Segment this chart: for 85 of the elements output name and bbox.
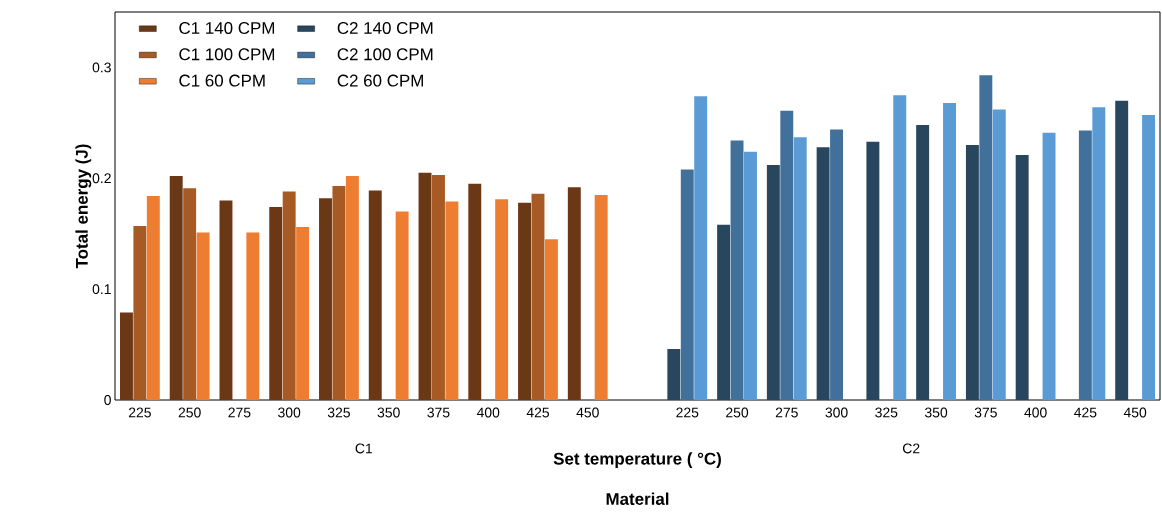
x-tick-label: 450	[1123, 407, 1147, 418]
bar	[169, 176, 183, 400]
bar	[567, 187, 581, 400]
x-tick-label: 275	[775, 407, 798, 418]
bar	[531, 193, 545, 400]
bar	[1015, 155, 1029, 400]
legend-label: C1 100 CPM	[179, 48, 275, 61]
bar	[965, 145, 979, 400]
y-tick-label: 0.2	[92, 173, 111, 184]
bar	[730, 140, 744, 400]
x-tick-label: 375	[427, 407, 450, 418]
x-tick-label: 225	[128, 407, 151, 418]
bar	[1042, 132, 1056, 400]
text: C2	[902, 443, 920, 454]
bar	[219, 200, 233, 400]
legend-label: C1 140 CPM	[179, 22, 275, 34]
bar	[979, 75, 993, 400]
bar	[196, 232, 210, 400]
bar	[680, 169, 694, 400]
x-tick-label: 450	[576, 407, 599, 418]
bar	[866, 141, 880, 400]
bar	[345, 176, 359, 400]
bar	[296, 227, 310, 400]
bar	[332, 186, 346, 400]
bar	[694, 96, 708, 400]
bar	[1142, 115, 1156, 400]
bar	[518, 202, 532, 400]
x-tick-label: 250	[726, 407, 749, 418]
x-tick-label: 275	[228, 407, 251, 418]
y-tick-label: 0.1	[92, 284, 111, 295]
legend-label: C2 100 CPM	[337, 48, 433, 61]
legend-label: C1 60 CPM	[179, 74, 265, 87]
y-tick-label: 0	[104, 395, 111, 405]
bar	[766, 164, 780, 400]
x-tick-label: 400	[1024, 407, 1047, 418]
bar	[146, 196, 160, 400]
x-tick-label: 350	[377, 407, 400, 418]
bar	[269, 207, 283, 400]
text: C1	[355, 443, 373, 454]
bar	[816, 147, 830, 400]
bar	[916, 125, 930, 400]
bar	[1078, 130, 1092, 400]
x-tick-label: 375	[974, 407, 997, 418]
bar	[119, 312, 133, 400]
x-tick-label: 325	[875, 407, 898, 418]
x-axis-title: Set temperature ( °C)	[553, 452, 721, 469]
bar	[793, 137, 807, 400]
bar	[418, 172, 432, 400]
x-tick-label: 325	[327, 407, 350, 418]
bar	[495, 199, 509, 400]
bar	[943, 102, 956, 400]
bar	[893, 95, 907, 400]
x-tick-label: 300	[278, 407, 301, 418]
x-tick-label: 250	[178, 407, 201, 418]
bar	[282, 191, 296, 400]
bar	[319, 198, 332, 400]
x-tick-label: 300	[825, 407, 848, 418]
bar	[594, 194, 608, 400]
bar	[667, 349, 681, 400]
bar	[183, 188, 197, 400]
bar	[544, 239, 558, 400]
bar	[1115, 100, 1129, 400]
bar	[992, 109, 1006, 400]
bar	[744, 151, 757, 400]
legend-label: C2 60 CPM	[337, 74, 423, 87]
bar	[1092, 107, 1106, 400]
bar	[717, 224, 731, 400]
bar	[133, 225, 147, 400]
bar	[368, 190, 382, 400]
bar	[445, 201, 459, 400]
bar	[830, 129, 844, 400]
y-tick-label: 0.3	[92, 62, 111, 73]
x-tick-label: 400	[476, 407, 500, 418]
bar	[780, 110, 794, 400]
bar	[468, 183, 482, 400]
y-axis-title: Total energy (J)	[75, 144, 92, 269]
x-tick-label: 350	[924, 407, 948, 418]
x-tick-label: 425	[1074, 407, 1097, 418]
bar	[431, 174, 445, 400]
text: Material	[606, 492, 669, 505]
x-tick-label: 225	[676, 407, 699, 418]
bar	[246, 232, 260, 400]
x-tick-label: 425	[526, 407, 550, 418]
bar	[395, 211, 409, 400]
legend-label: C2 140 CPM	[337, 22, 433, 34]
